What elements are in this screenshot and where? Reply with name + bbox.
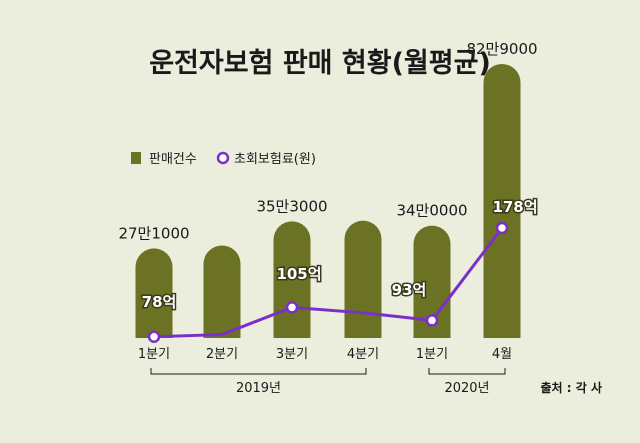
x-tick-label: 3분기	[276, 347, 308, 362]
bars-group	[135, 64, 521, 339]
bar-5	[483, 64, 521, 339]
x-tick-label: 2분기	[206, 347, 238, 362]
line-point	[285, 301, 299, 314]
line-point	[495, 221, 509, 235]
bar-value-label: 27만1000	[118, 224, 189, 242]
legend-bar-swatch	[131, 152, 141, 164]
legend-line-marker	[216, 151, 230, 165]
x-groups: 2019년 2020년	[150, 368, 506, 396]
line-value-label: 78억	[142, 293, 177, 311]
bar-0	[135, 248, 173, 338]
x-group-0: 2019년	[150, 368, 367, 396]
line-value-label: 105억	[276, 265, 321, 283]
x-tick-label: 1분기	[138, 347, 170, 362]
bar-3	[344, 220, 382, 338]
group-label: 2020년	[444, 381, 489, 396]
line-point	[147, 330, 161, 343]
group-bracket	[428, 368, 506, 375]
bar-value-label: 35만3000	[256, 197, 327, 215]
x-tick-label: 1분기	[416, 347, 448, 362]
bar-value-label: 34만0000	[396, 202, 467, 220]
group-label: 2019년	[236, 381, 281, 396]
x-tick-label: 4월	[492, 347, 512, 362]
bar-1	[203, 245, 241, 338]
x-group-1: 2020년	[428, 368, 506, 396]
bar-labels-group: 27만1000 35만3000 34만0000 82만9000	[118, 40, 537, 242]
source-note: 출처 : 각 사	[541, 380, 603, 395]
x-tick-label: 4분기	[347, 347, 379, 362]
x-ticks-group: 1분기 2분기 3분기 4분기 1분기 4월	[138, 347, 512, 362]
group-bracket	[150, 368, 367, 375]
line-layer: 78억 105억 93억 178억	[140, 197, 539, 343]
chart-title: 운전자보험 판매 현황(월평균)	[149, 48, 491, 79]
line-value-label: 178억	[492, 198, 537, 216]
line-series	[153, 227, 504, 339]
line-point	[425, 314, 439, 327]
legend-bar-label: 판매건수	[149, 152, 197, 167]
bar-value-label: 82만9000	[466, 40, 537, 58]
line-value-label: 93억	[392, 281, 427, 299]
legend-line-label: 초회보험료(원)	[234, 152, 316, 167]
